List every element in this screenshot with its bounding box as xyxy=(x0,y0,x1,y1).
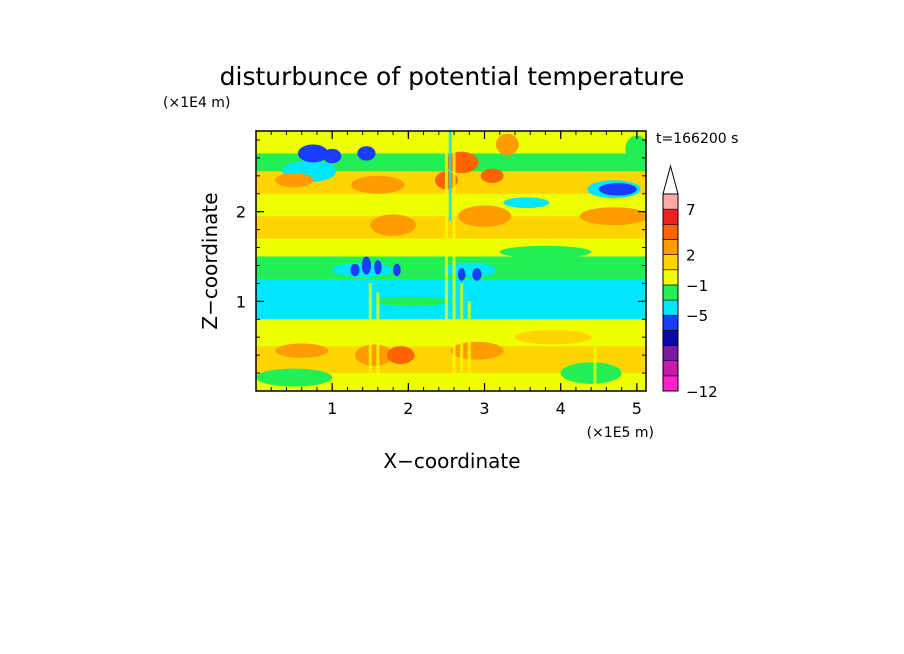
colorbar-level-9 xyxy=(662,239,679,255)
colorbar: −12−5−127 xyxy=(662,164,718,401)
y-axis: 12 xyxy=(236,139,646,374)
field-anomaly-3 xyxy=(450,341,504,360)
colorbar-level-7 xyxy=(662,269,679,286)
colorbar-label-4: 7 xyxy=(686,201,696,219)
y-axis-title: Z−coordinate xyxy=(198,192,222,329)
field-anomaly-8 xyxy=(442,262,496,278)
field-anomaly-23 xyxy=(457,205,512,227)
field-anomaly-18 xyxy=(297,144,329,163)
y-tick-label-1: 2 xyxy=(236,203,246,222)
colorbar-level-0 xyxy=(662,375,679,392)
field-band-0 xyxy=(256,373,646,391)
field-anomaly-19 xyxy=(323,148,342,164)
plot-area xyxy=(256,131,646,391)
field-anomaly-10 xyxy=(361,256,372,275)
field-anomaly-31 xyxy=(374,296,451,306)
colorbar-level-8 xyxy=(662,254,679,271)
field-band-2 xyxy=(256,319,646,347)
colorbar-level-3 xyxy=(662,330,679,346)
colorbar-level-12 xyxy=(662,193,679,210)
x-tick-label-3: 4 xyxy=(556,399,566,418)
x-axis-title: X−coordinate xyxy=(383,449,520,473)
field-anomaly-26 xyxy=(495,133,519,156)
field-anomaly-33 xyxy=(625,135,646,163)
colorbar-level-1 xyxy=(662,360,679,377)
field-anomaly-4 xyxy=(514,330,592,345)
field-anomaly-11 xyxy=(374,260,382,275)
field-anomaly-16 xyxy=(503,197,550,209)
field-anomaly-22 xyxy=(370,214,416,236)
colorbar-level-10 xyxy=(662,224,679,240)
x-tick-label-4: 5 xyxy=(632,399,642,418)
field-anomaly-2 xyxy=(387,346,415,365)
field-anomaly-13 xyxy=(457,268,466,281)
colorbar-label-2: −1 xyxy=(686,277,708,295)
colorbar-level-11 xyxy=(662,208,679,225)
x-unit-label: (×1E5 m) xyxy=(587,425,654,441)
x-tick-label-0: 1 xyxy=(327,399,337,418)
colorbar-level-2 xyxy=(662,345,679,361)
field-anomaly-6 xyxy=(560,362,622,384)
colorbar-level-6 xyxy=(662,284,679,301)
field-anomaly-24 xyxy=(579,207,646,226)
field-anomaly-20 xyxy=(357,146,376,161)
colorbar-level-5 xyxy=(662,299,679,316)
field-band-3 xyxy=(256,278,646,320)
colorbar-level-4 xyxy=(662,314,679,331)
colorbar-frame xyxy=(662,193,679,392)
x-axis: 1 2 3 4 5 xyxy=(270,131,642,418)
time-label: t=166200 s xyxy=(656,131,738,147)
field-anomaly-0 xyxy=(275,343,329,358)
colorbar-label-1: −5 xyxy=(686,307,708,325)
colorbar-label-3: 2 xyxy=(686,247,696,265)
field-anomaly-32 xyxy=(499,245,592,259)
field-anomaly-1 xyxy=(355,344,394,366)
x-tick-label-2: 3 xyxy=(479,399,489,418)
y-tick-label-0: 1 xyxy=(236,292,246,311)
field-band-6 xyxy=(256,216,646,239)
plot-frame xyxy=(255,130,647,392)
field-anomaly-9 xyxy=(350,263,360,277)
colorbar-label-0: −12 xyxy=(686,383,718,401)
field-anomaly-5 xyxy=(256,368,333,387)
field-anomaly-12 xyxy=(393,263,401,277)
colorbar-extend-arrow xyxy=(662,164,679,195)
field-anomaly-27 xyxy=(351,175,405,194)
field-anomaly-30 xyxy=(480,168,504,184)
field-anomaly-14 xyxy=(472,268,482,281)
y-unit-label: (×1E4 m) xyxy=(163,95,230,111)
field-anomaly-21 xyxy=(598,183,637,196)
x-tick-label-1: 2 xyxy=(403,399,413,418)
field-anomaly-25 xyxy=(275,173,314,188)
chart-title: disturbunce of potential temperature xyxy=(220,62,685,91)
